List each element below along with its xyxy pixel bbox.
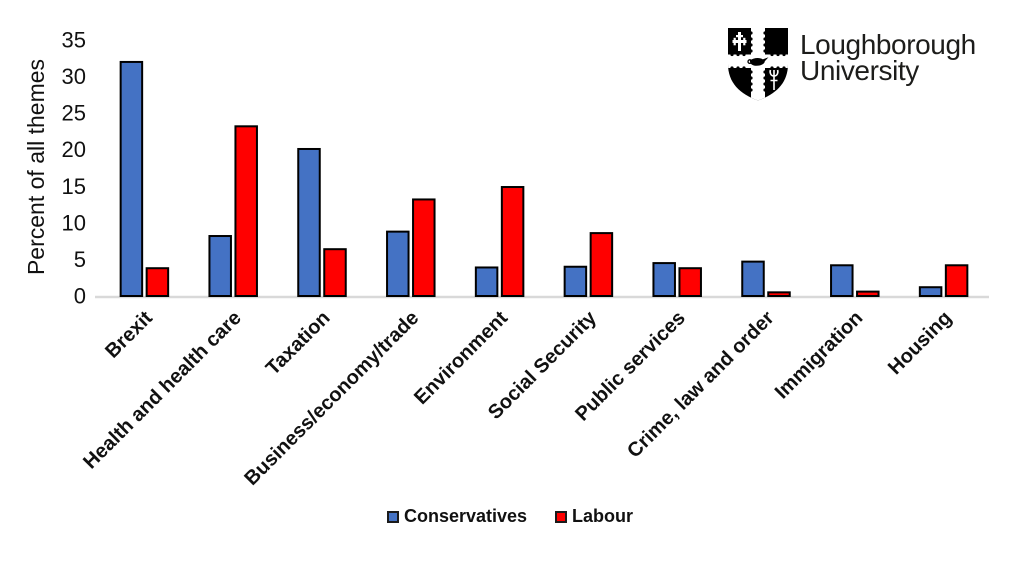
bar-labour-4: [412, 198, 436, 297]
bar-conservatives-8: [741, 260, 765, 297]
y-tick-label: 25: [62, 101, 86, 126]
university-crest-icon: [728, 28, 788, 101]
trident-icon: [769, 69, 779, 90]
cross-crosslet-icon: [732, 32, 747, 51]
category-label: Health and health care: [79, 307, 245, 473]
y-tick-label: 35: [62, 28, 86, 53]
lamp-icon: [747, 57, 769, 66]
bar-conservatives-5: [474, 266, 499, 298]
bar-conservatives-10: [918, 286, 943, 298]
category-label: Crime, law and order: [623, 307, 779, 463]
bar-labour-3: [323, 248, 347, 298]
bar-conservatives-1: [119, 60, 144, 297]
bar-conservatives-7: [652, 262, 676, 297]
bar-conservatives-3: [297, 147, 321, 297]
category-label: Housing: [884, 307, 956, 379]
chart-legend: Conservatives Labour: [0, 506, 1020, 527]
category-label: Brexit: [101, 307, 157, 363]
legend-label-conservatives: Conservatives: [403, 506, 528, 526]
logo-line-1: Loughborough: [800, 29, 976, 60]
bar-conservatives-6: [563, 265, 588, 297]
legend-label-labour: Labour: [572, 506, 634, 526]
bar-conservatives-4: [386, 230, 410, 298]
bar-labour-1: [145, 267, 170, 297]
loughborough-logo: Loughborough University: [727, 27, 976, 102]
category-label: Taxation: [262, 307, 335, 380]
bar-labour-7: [678, 267, 702, 297]
logo-line-2: University: [800, 55, 919, 86]
legend-item-conservatives: Conservatives: [386, 506, 528, 527]
bar-conservatives-9: [830, 264, 854, 297]
y-tick-label: 30: [62, 64, 86, 89]
bar-labour-8: [767, 291, 791, 297]
bar-labour-6: [589, 232, 614, 298]
y-tick-label: 20: [62, 137, 86, 162]
category-label: Business/economy/trade: [240, 307, 423, 490]
legend-item-labour: Labour: [555, 506, 633, 527]
bar-labour-2: [234, 125, 258, 297]
bar-labour-10: [944, 264, 969, 297]
category-label: Environment: [410, 307, 512, 409]
legend-swatch-labour-icon: [555, 510, 568, 523]
legend-swatch-conservatives-icon: [386, 510, 399, 523]
logo-wordmark: Loughborough University: [800, 27, 976, 86]
bar-labour-9: [856, 290, 880, 297]
category-label: Immigration: [771, 307, 867, 403]
y-tick-label: 5: [74, 247, 86, 272]
bar-conservatives-2: [208, 235, 232, 298]
y-axis-title: Percent of all themes: [23, 58, 49, 276]
y-tick-label: 0: [74, 284, 86, 309]
y-tick-label: 15: [62, 174, 86, 199]
y-tick-label: 10: [62, 210, 86, 235]
bar-labour-5: [500, 186, 525, 298]
